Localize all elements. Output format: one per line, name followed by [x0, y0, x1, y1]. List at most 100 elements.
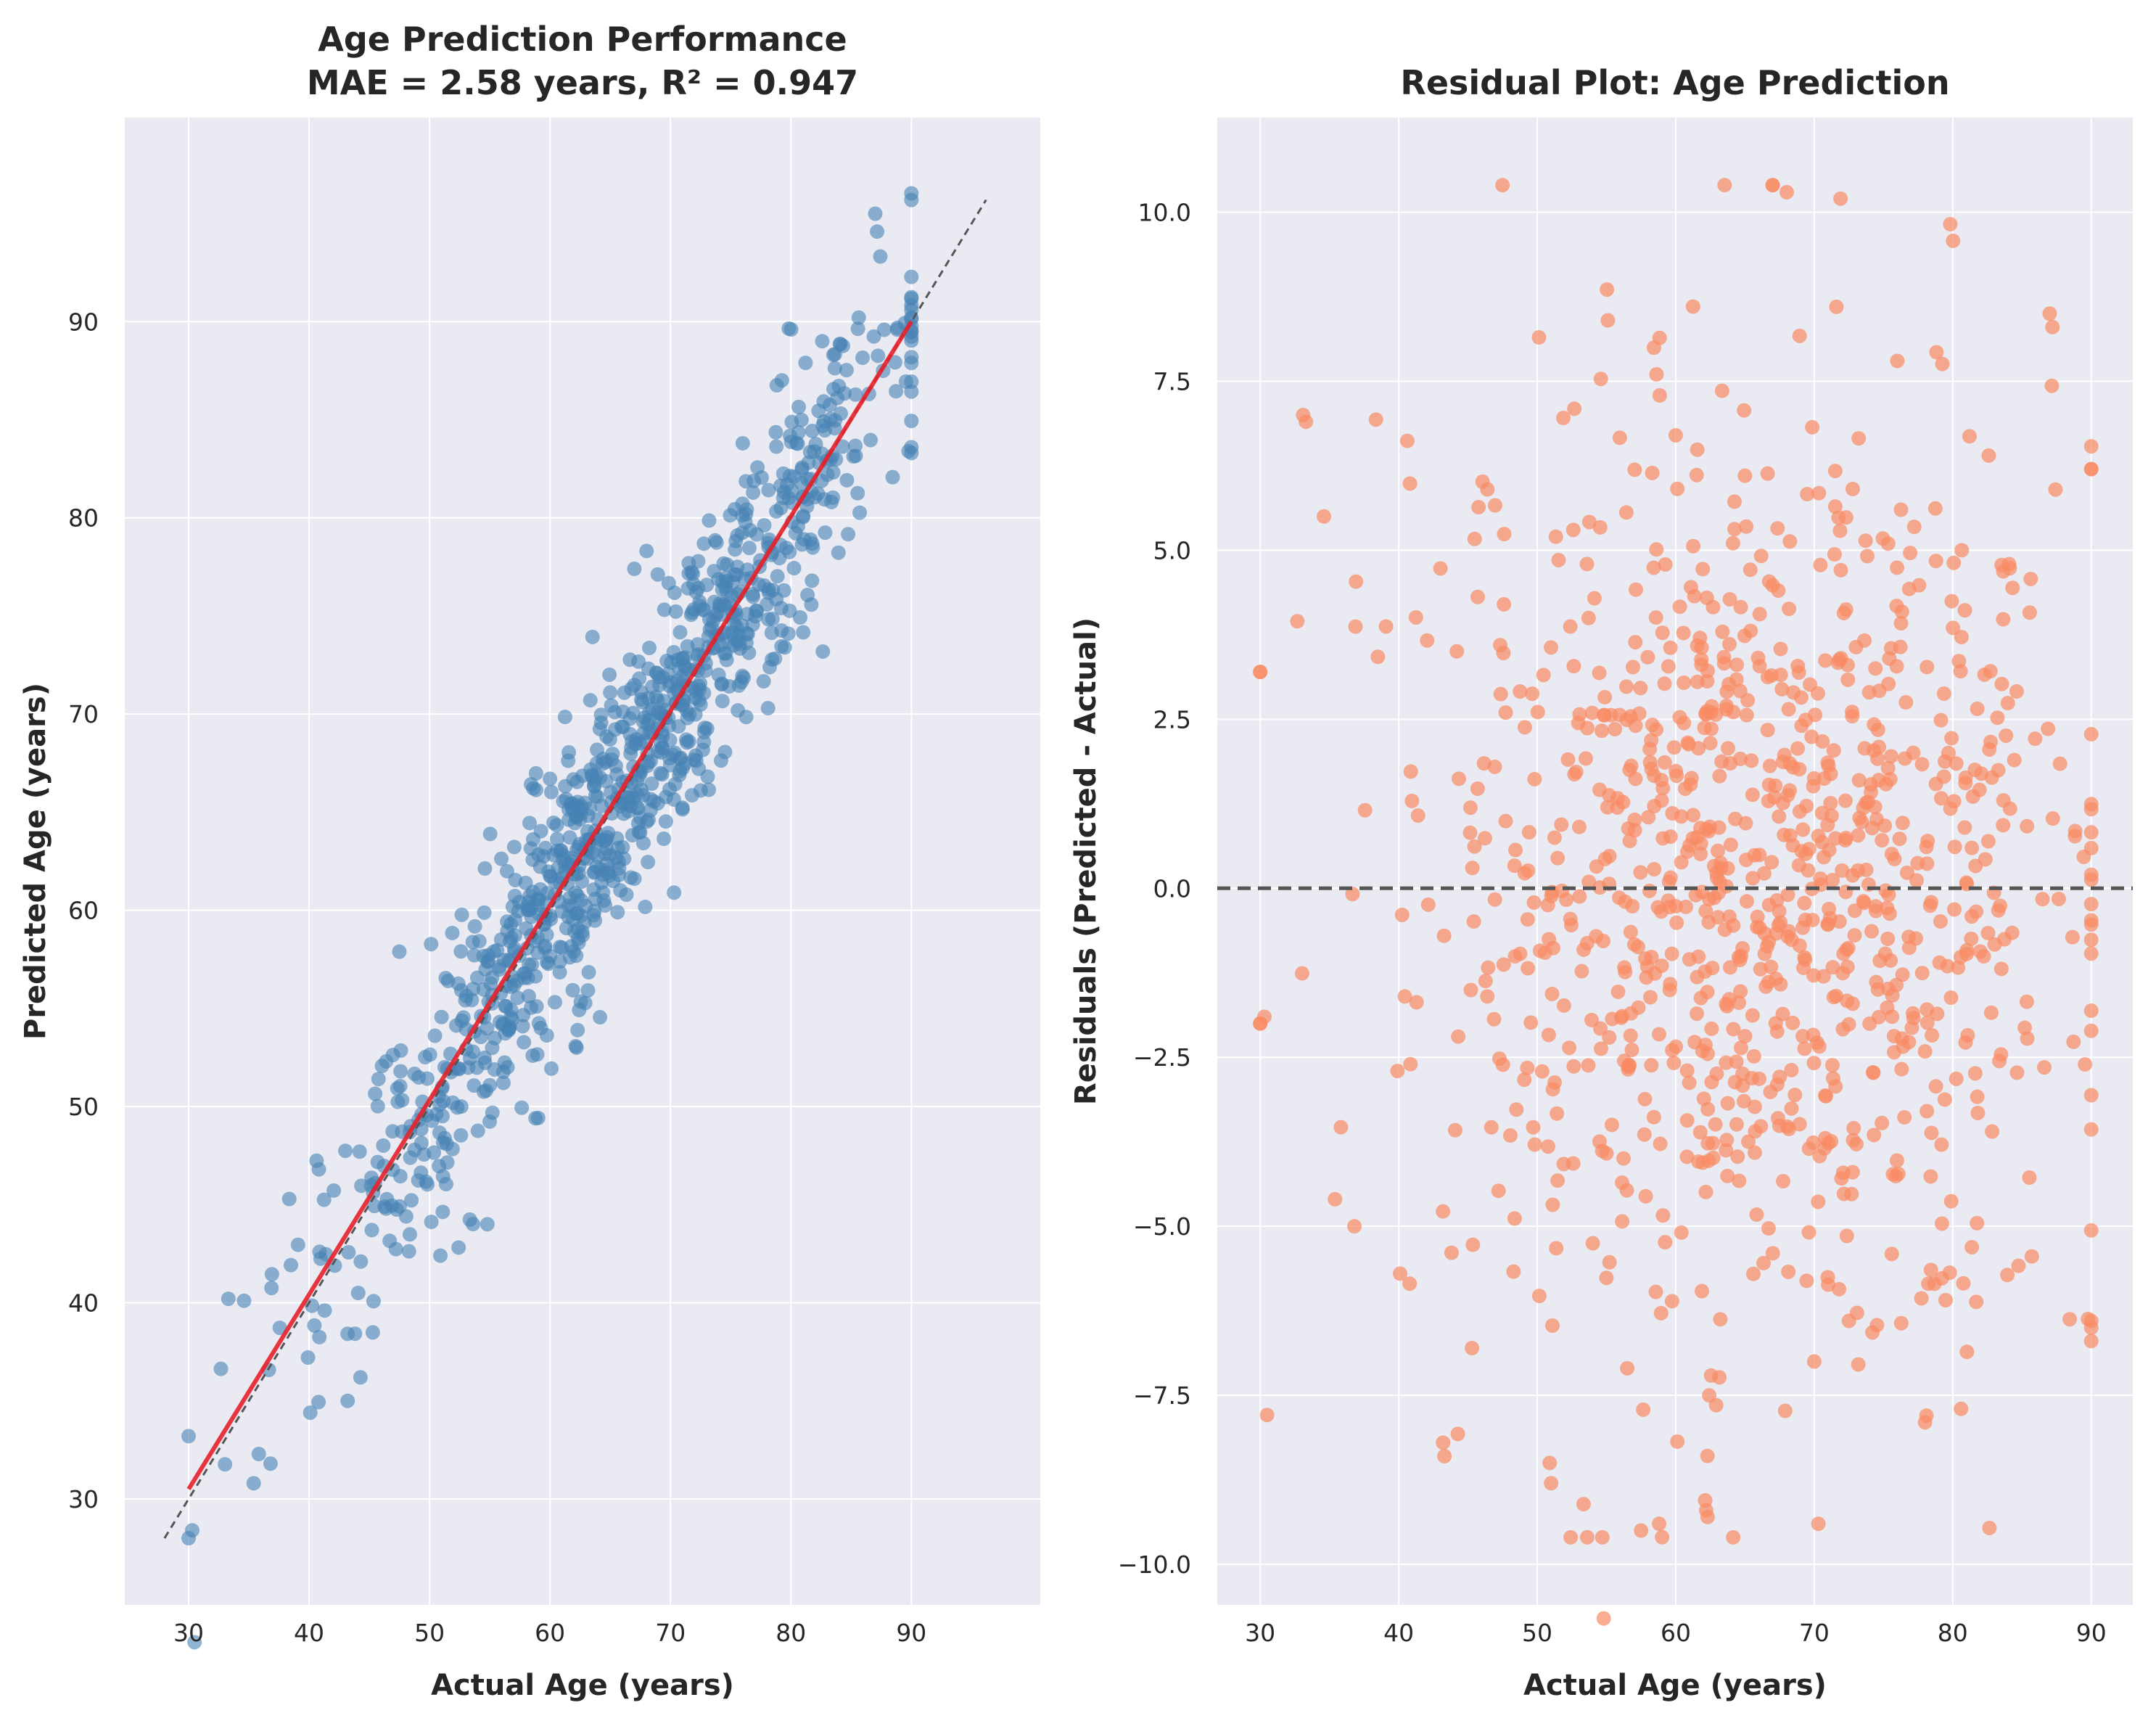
data-point-right: [1729, 1054, 1744, 1069]
data-point-right: [1750, 909, 1765, 924]
data-point-left: [284, 1257, 299, 1273]
data-point-left: [392, 944, 407, 959]
data-point-left: [657, 602, 672, 617]
data-point-right: [1859, 549, 1875, 564]
data-point-left: [264, 1281, 279, 1296]
data-point-right: [1880, 931, 1896, 946]
data-point-right: [2083, 872, 2099, 887]
data-point-left: [420, 1177, 435, 1192]
data-point-right: [1765, 1246, 1780, 1261]
data-point-left: [347, 1326, 363, 1342]
data-point-right: [1801, 863, 1816, 878]
data-point-right: [1982, 742, 1997, 757]
data-point-right: [1970, 1105, 1986, 1120]
data-point-right: [1781, 702, 1796, 717]
data-point-left: [691, 761, 707, 776]
data-point-right: [1745, 1008, 1760, 1023]
data-point-right: [1694, 640, 1709, 655]
data-point-right: [1920, 834, 1935, 849]
data-point-right: [1806, 1135, 1821, 1150]
data-point-right: [1495, 1057, 1510, 1072]
data-point-left: [796, 625, 811, 640]
data-point-right: [1812, 1149, 1827, 1164]
data-point-left: [181, 1429, 197, 1444]
y-tick-label-left: 70: [68, 700, 99, 728]
data-point-right: [1378, 619, 1394, 634]
data-point-right: [1526, 1120, 1541, 1135]
data-point-right: [1477, 831, 1492, 846]
data-point-right: [1700, 1509, 1715, 1524]
data-point-left: [445, 925, 460, 940]
data-point-right: [1806, 1056, 1822, 1071]
data-point-right: [1296, 408, 1311, 422]
data-point-left: [517, 970, 532, 985]
data-point-right: [1957, 820, 1972, 835]
data-point-left: [774, 623, 789, 638]
data-point-left: [543, 771, 558, 786]
data-point-right: [1827, 546, 1842, 562]
data-point-right: [1664, 946, 1679, 961]
data-point-right: [1735, 1078, 1750, 1093]
data-point-right: [1799, 1273, 1814, 1289]
y-tick-label-right: −10.0: [1118, 1550, 1191, 1579]
data-point-left: [544, 784, 559, 800]
data-point-left: [528, 1111, 543, 1126]
data-point-left: [403, 1227, 418, 1242]
data-point-right: [1858, 533, 1873, 549]
data-point-right: [1785, 1015, 1801, 1030]
data-point-left: [837, 386, 852, 401]
data-point-right: [2022, 1170, 2037, 1186]
data-point-right: [2083, 439, 2099, 454]
data-point-right: [1722, 960, 1737, 975]
data-point-right: [1893, 616, 1909, 631]
y-tick-label-left: 50: [68, 1093, 99, 1121]
data-point-right: [1811, 485, 1827, 501]
data-point-right: [1753, 1119, 1769, 1134]
data-point-right: [1753, 549, 1769, 564]
data-point-right: [1964, 909, 1979, 924]
data-point-left: [522, 816, 538, 831]
data-point-right: [1690, 442, 1705, 457]
data-point-left: [711, 572, 726, 587]
data-point-right: [1813, 557, 1828, 572]
data-point-right: [1832, 1281, 1847, 1297]
data-point-left: [617, 685, 632, 700]
data-point-left: [738, 474, 754, 489]
data-point-right: [1752, 847, 1767, 863]
x-axis-label-left: Actual Age (years): [431, 1669, 734, 1702]
data-point-left: [581, 965, 596, 980]
data-point-right: [1666, 1056, 1682, 1071]
data-point-right: [1893, 502, 1909, 517]
data-point-right: [1735, 1066, 1750, 1081]
data-point-right: [1797, 1041, 1812, 1056]
data-point-right: [1774, 681, 1790, 697]
data-point-right: [1716, 649, 1732, 665]
data-point-right: [1935, 356, 1950, 371]
data-point-right: [1647, 798, 1662, 813]
data-point-right: [1714, 383, 1729, 398]
data-point-right: [1871, 773, 1886, 788]
data-point-right: [1954, 630, 1969, 645]
data-point-left: [384, 1198, 400, 1213]
data-point-left: [379, 1053, 394, 1069]
data-point-right: [2045, 319, 2060, 334]
data-point-right: [1633, 865, 1648, 880]
data-point-right: [1390, 1064, 1405, 1079]
data-point-right: [1612, 430, 1627, 445]
data-point-left: [769, 439, 784, 454]
data-point-right: [1954, 543, 1970, 558]
data-point-right: [1709, 1066, 1724, 1081]
data-point-right: [1693, 847, 1708, 862]
data-point-left: [782, 469, 797, 484]
data-point-right: [1784, 1101, 1799, 1116]
data-point-right: [1927, 501, 1943, 516]
data-point-right: [1823, 795, 1838, 810]
data-point-left: [904, 356, 919, 371]
data-point-right: [1739, 894, 1754, 909]
data-point-right: [2037, 1060, 2052, 1075]
data-point-left: [793, 610, 808, 625]
data-point-right: [1886, 1028, 1901, 1043]
y-tick-label-right: 7.5: [1153, 367, 1191, 395]
data-point-right: [1711, 910, 1726, 925]
data-point-left: [264, 1267, 279, 1282]
